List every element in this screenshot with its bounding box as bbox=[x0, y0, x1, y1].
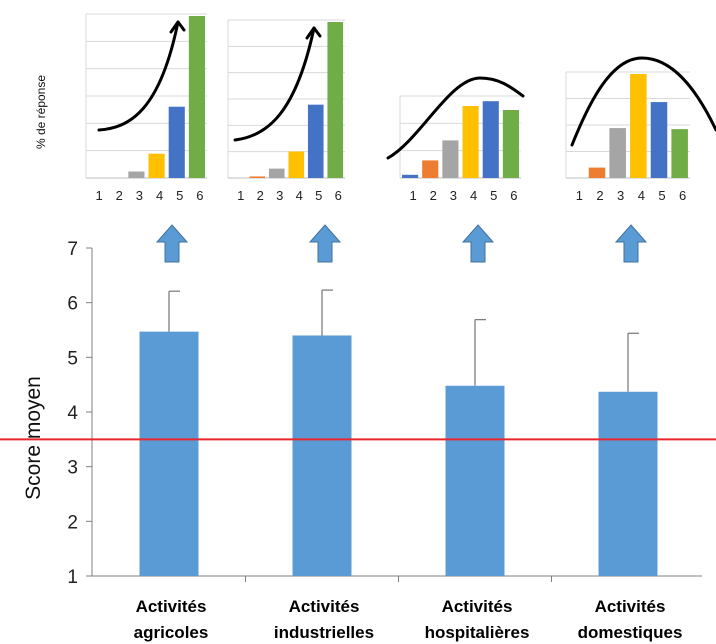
inset-x-tick-label: 4 bbox=[470, 188, 477, 203]
category-label: Activités bbox=[442, 597, 513, 616]
inset-bar bbox=[482, 101, 499, 178]
inset-x-tick-label: 2 bbox=[430, 188, 437, 203]
arrows-layer bbox=[155, 224, 648, 263]
inset-x-tick-label: 1 bbox=[95, 188, 102, 203]
inset-x-tick-label: 6 bbox=[335, 188, 342, 203]
y-tick-label: 7 bbox=[67, 239, 78, 260]
inset-x-tick-label: 3 bbox=[136, 188, 143, 203]
inset-x-tick-label: 4 bbox=[296, 188, 303, 203]
up-arrow-icon bbox=[308, 224, 342, 263]
inset-x-tick-label: 2 bbox=[596, 188, 603, 203]
trend-arrowhead-icon bbox=[169, 20, 186, 34]
inset-bar bbox=[630, 74, 647, 178]
inset-x-tick-label: 2 bbox=[116, 188, 123, 203]
inset-x-tick-label: 6 bbox=[679, 188, 686, 203]
inset-bar bbox=[609, 128, 626, 178]
inset-bar bbox=[249, 176, 266, 178]
inset-x-tick-label: 1 bbox=[576, 188, 583, 203]
inset-bar bbox=[188, 16, 205, 178]
inset-x-tick-label: 5 bbox=[176, 188, 183, 203]
inset-bar bbox=[442, 140, 459, 178]
y-tick-label: 1 bbox=[67, 567, 78, 588]
y-tick-label: 4 bbox=[67, 403, 78, 424]
y-axis-label: Score moyen bbox=[22, 376, 45, 500]
inset-bar bbox=[671, 129, 688, 178]
inset-bar bbox=[402, 174, 419, 178]
inset-x-tick-label: 4 bbox=[156, 188, 163, 203]
category-label: industrielles bbox=[274, 623, 374, 642]
up-arrow-icon bbox=[461, 224, 495, 263]
y-tick-label: 2 bbox=[67, 512, 78, 533]
up-arrow-icon bbox=[614, 224, 648, 263]
inset-bar bbox=[588, 167, 606, 178]
bar bbox=[445, 385, 505, 576]
up-arrow-icon bbox=[155, 224, 189, 263]
inset-x-tick-label: 6 bbox=[196, 188, 203, 203]
category-label: agricoles bbox=[134, 623, 209, 642]
trend-curve bbox=[233, 26, 316, 142]
y-tick-label: 6 bbox=[67, 294, 78, 315]
category-label: Activités bbox=[595, 597, 666, 616]
inset-x-tick-label: 5 bbox=[315, 188, 322, 203]
y-tick-label: 5 bbox=[67, 348, 78, 369]
trend-curve bbox=[97, 20, 180, 132]
trend-curve bbox=[570, 56, 716, 147]
inset-x-tick-label: 4 bbox=[638, 188, 645, 203]
category-label: hospitalières bbox=[425, 623, 530, 642]
inset-y-axis-label: % de réponse bbox=[34, 75, 48, 149]
inset-x-tick-label: 1 bbox=[237, 188, 244, 203]
trend-arrowhead-icon bbox=[305, 26, 322, 40]
inset-bar bbox=[327, 22, 344, 178]
inset-bar bbox=[268, 168, 285, 178]
inset-x-tick-label: 3 bbox=[617, 188, 624, 203]
inset-x-tick-label: 3 bbox=[276, 188, 283, 203]
inset-bar bbox=[168, 106, 185, 178]
inset-x-tick-label: 2 bbox=[257, 188, 264, 203]
inset-x-tick-label: 5 bbox=[658, 188, 665, 203]
bar bbox=[598, 391, 658, 576]
inset-bar bbox=[502, 110, 519, 178]
inset-bar bbox=[422, 160, 439, 178]
category-label: domestiques bbox=[578, 623, 683, 642]
inset-bar bbox=[128, 171, 145, 178]
category-label: Activités bbox=[289, 597, 360, 616]
inset-bar bbox=[148, 153, 165, 178]
category-label: Activités bbox=[136, 597, 207, 616]
bar bbox=[292, 335, 352, 576]
main-bars: Activités agricoles Activités industrielles… bbox=[0, 289, 716, 642]
inset-bar bbox=[288, 151, 305, 178]
trend-curve bbox=[386, 76, 525, 160]
inset-x-tick-label: 1 bbox=[409, 188, 416, 203]
inset-x-tick-label: 3 bbox=[450, 188, 457, 203]
inset-bar bbox=[307, 104, 324, 178]
bar bbox=[139, 331, 199, 576]
inset-bar bbox=[650, 102, 668, 178]
inset-x-tick-label: 5 bbox=[490, 188, 497, 203]
y-tick-label: 3 bbox=[67, 458, 78, 479]
inset-x-tick-label: 6 bbox=[510, 188, 517, 203]
inset-bar bbox=[462, 106, 479, 178]
